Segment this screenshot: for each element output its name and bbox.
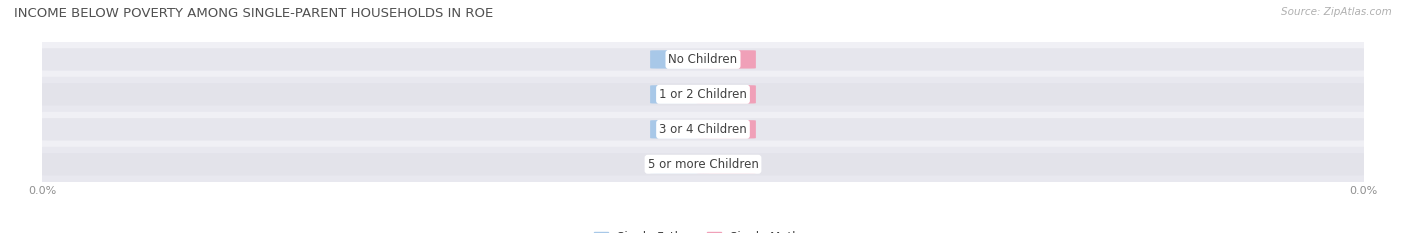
Bar xyxy=(42,77,1364,112)
Text: 0.0%: 0.0% xyxy=(711,159,741,169)
FancyBboxPatch shape xyxy=(696,50,756,69)
Text: 0.0%: 0.0% xyxy=(711,89,741,99)
FancyBboxPatch shape xyxy=(39,48,1367,71)
FancyBboxPatch shape xyxy=(650,155,710,173)
Text: 0.0%: 0.0% xyxy=(665,89,695,99)
Legend: Single Father, Single Mother: Single Father, Single Mother xyxy=(589,226,817,233)
Bar xyxy=(42,42,1364,77)
FancyBboxPatch shape xyxy=(696,85,756,103)
Text: 0.0%: 0.0% xyxy=(665,124,695,134)
Bar xyxy=(42,147,1364,182)
Text: 3 or 4 Children: 3 or 4 Children xyxy=(659,123,747,136)
Text: Source: ZipAtlas.com: Source: ZipAtlas.com xyxy=(1281,7,1392,17)
FancyBboxPatch shape xyxy=(650,50,710,69)
Text: 5 or more Children: 5 or more Children xyxy=(648,158,758,171)
Text: 0.0%: 0.0% xyxy=(665,159,695,169)
Text: No Children: No Children xyxy=(668,53,738,66)
Text: 1 or 2 Children: 1 or 2 Children xyxy=(659,88,747,101)
FancyBboxPatch shape xyxy=(696,155,756,173)
FancyBboxPatch shape xyxy=(39,118,1367,140)
Text: 0.0%: 0.0% xyxy=(665,55,695,64)
FancyBboxPatch shape xyxy=(39,83,1367,106)
Text: 0.0%: 0.0% xyxy=(711,124,741,134)
FancyBboxPatch shape xyxy=(650,120,710,138)
FancyBboxPatch shape xyxy=(39,153,1367,175)
Text: 0.0%: 0.0% xyxy=(711,55,741,64)
FancyBboxPatch shape xyxy=(650,85,710,103)
Text: INCOME BELOW POVERTY AMONG SINGLE-PARENT HOUSEHOLDS IN ROE: INCOME BELOW POVERTY AMONG SINGLE-PARENT… xyxy=(14,7,494,20)
Bar xyxy=(42,112,1364,147)
FancyBboxPatch shape xyxy=(696,120,756,138)
